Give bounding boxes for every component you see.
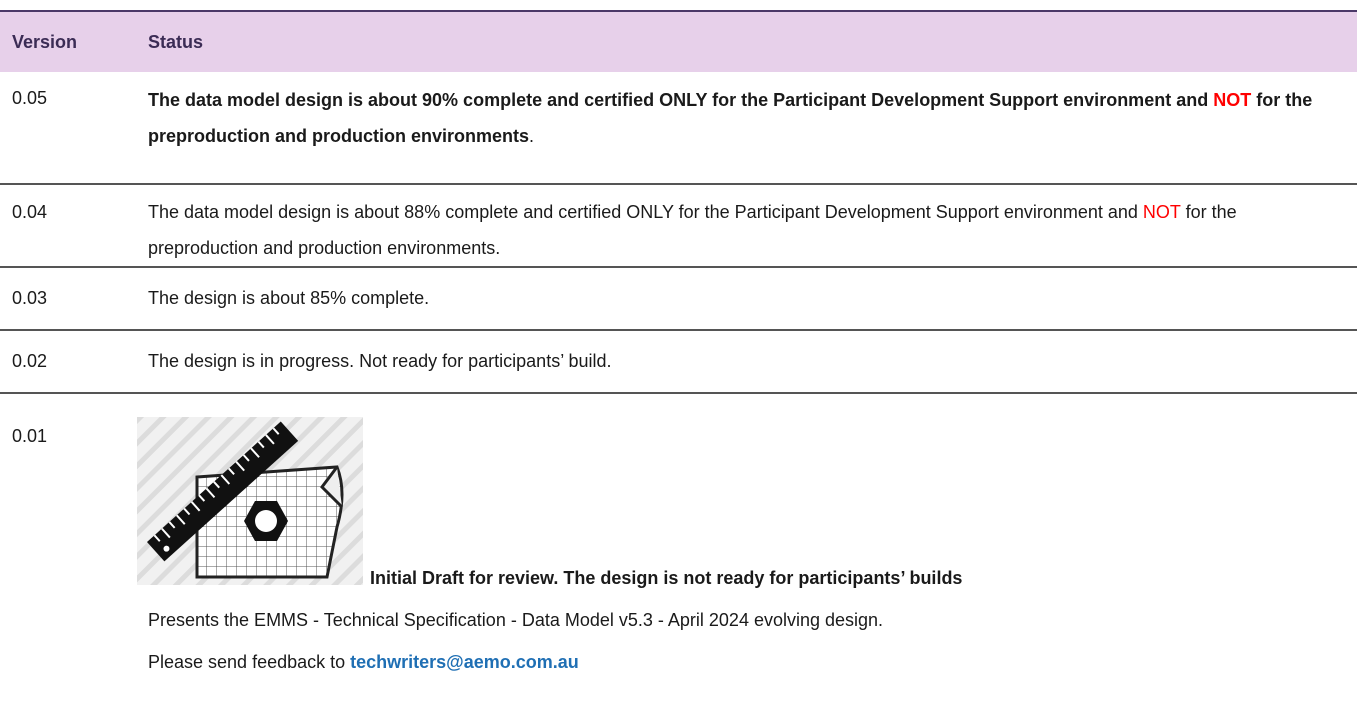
status-text: .	[529, 126, 535, 146]
status-text: Please send feedback to	[148, 652, 351, 672]
version-cell: 0.04	[12, 202, 48, 222]
status-emphasis: NOT	[1213, 90, 1252, 110]
status-emphasis: NOT	[1142, 202, 1181, 222]
status-text: for the preproduction and production env…	[148, 202, 1237, 258]
version-cell: 0.05	[12, 88, 48, 108]
status-cell: The data model design is about 90% compl…	[148, 82, 1338, 154]
status-text: for the preproduction and production env…	[148, 90, 1313, 146]
status-text: The data model design is about 90% compl…	[148, 90, 1214, 110]
status-text: Presents the EMMS - Technical Specificat…	[148, 610, 884, 630]
version-cell: 0.02	[12, 351, 48, 371]
row-separator	[0, 183, 1357, 185]
header-cell: Version	[12, 32, 78, 52]
row-separator	[0, 392, 1357, 394]
status-text: The design is about 85% complete.	[148, 288, 430, 308]
header-cell: Status	[148, 32, 204, 52]
email-link[interactable]: techwriters@aemo.com.au	[350, 652, 579, 672]
row-separator	[0, 266, 1357, 268]
version-cell: 0.03	[12, 288, 48, 308]
draft-icon	[137, 417, 363, 585]
status-text: Please send feedback to techwriters@aemo…	[148, 652, 579, 673]
version-cell: 0.01	[12, 426, 48, 446]
status-text: The data model design is about 88% compl…	[148, 202, 1143, 222]
row-separator	[0, 329, 1357, 331]
status-text: Initial Draft for review. The design is …	[370, 568, 963, 588]
status-cell: The design is in progress. Not ready for…	[148, 343, 1338, 379]
status-cell: The design is about 85% complete.	[148, 280, 1338, 316]
status-cell: The data model design is about 88% compl…	[148, 194, 1338, 266]
status-text: The design is in progress. Not ready for…	[148, 351, 612, 371]
table-header: Version Status	[0, 10, 1357, 72]
